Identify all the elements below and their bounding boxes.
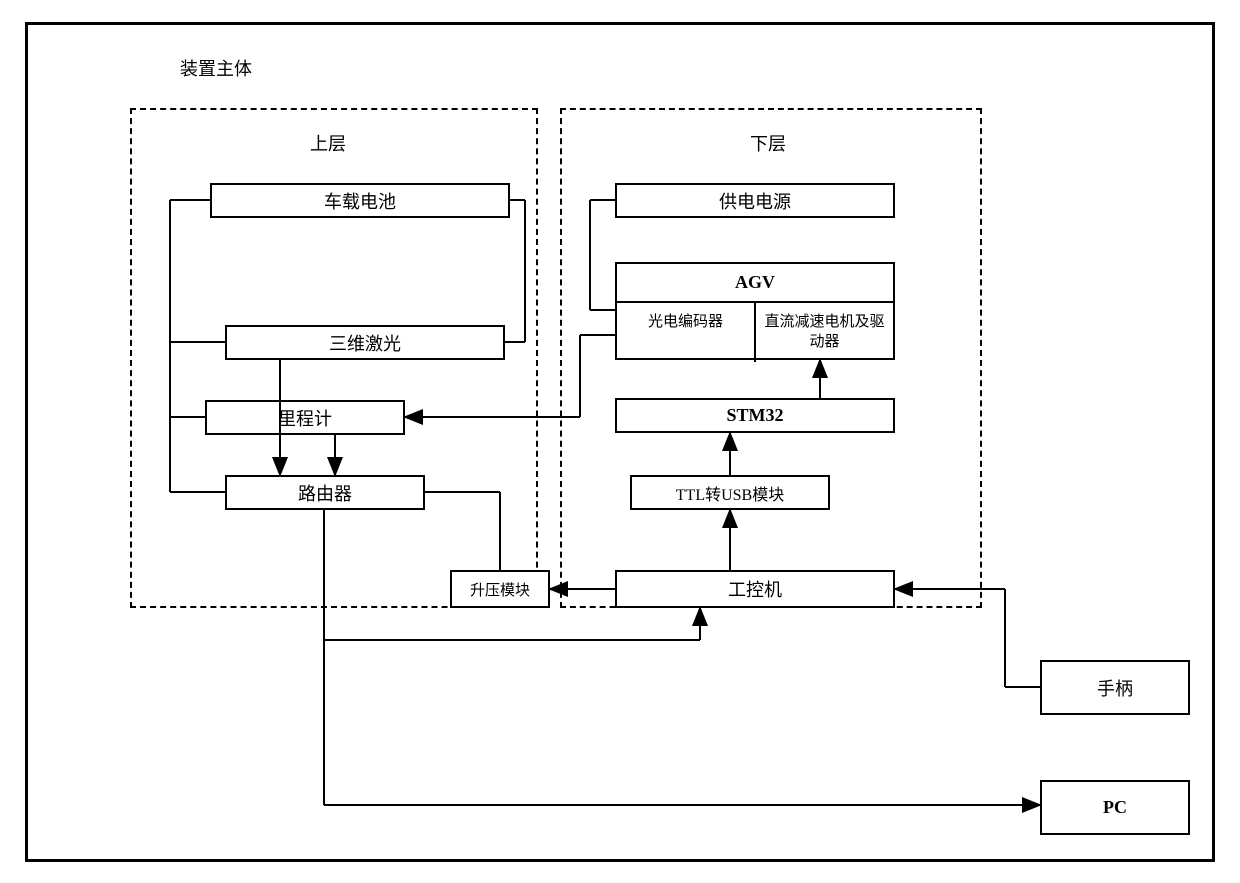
node-motor: 直流减速电机及驱动器 — [756, 303, 893, 362]
diagram-title: 装置主体 — [180, 55, 252, 81]
lower-layer-label: 下层 — [750, 130, 786, 156]
node-handle: 手柄 — [1040, 660, 1190, 715]
node-pc: PC — [1040, 780, 1190, 835]
node-ttl-usb: TTL转USB模块 — [630, 475, 830, 510]
node-lidar: 三维激光 — [225, 325, 505, 360]
upper-layer-label: 上层 — [310, 130, 346, 156]
node-odometer: 里程计 — [205, 400, 405, 435]
node-agv: AGV 光电编码器 直流减速电机及驱动器 — [615, 262, 895, 360]
node-battery: 车载电池 — [210, 183, 510, 218]
diagram-root: 装置主体 上层 下层 车载电池 三维激光 里程计 路由器 供电电源 AGV 光电… — [0, 0, 1240, 883]
node-stm32: STM32 — [615, 398, 895, 433]
node-router: 路由器 — [225, 475, 425, 510]
node-encoder: 光电编码器 — [617, 303, 756, 362]
node-power: 供电电源 — [615, 183, 895, 218]
node-ipc: 工控机 — [615, 570, 895, 608]
node-boost: 升压模块 — [450, 570, 550, 608]
agv-header: AGV — [617, 264, 893, 303]
